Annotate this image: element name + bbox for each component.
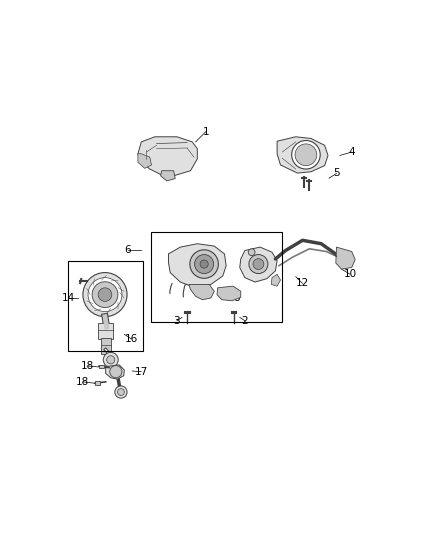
Text: 4: 4: [349, 147, 355, 157]
Text: 5: 5: [333, 168, 340, 179]
Bar: [101, 338, 111, 354]
Circle shape: [117, 389, 124, 395]
Polygon shape: [138, 137, 197, 176]
Bar: [95, 381, 100, 385]
Circle shape: [107, 356, 115, 364]
Text: 18: 18: [80, 361, 94, 371]
Polygon shape: [277, 137, 328, 173]
Circle shape: [249, 255, 268, 273]
Text: 2: 2: [241, 316, 248, 326]
Circle shape: [253, 259, 264, 270]
Text: 15: 15: [94, 285, 107, 295]
Text: 9: 9: [198, 264, 204, 274]
Circle shape: [115, 386, 127, 398]
Text: 17: 17: [134, 367, 148, 377]
Text: 10: 10: [343, 269, 357, 279]
Circle shape: [98, 288, 112, 302]
Text: 16: 16: [124, 334, 138, 344]
Polygon shape: [106, 365, 124, 379]
Circle shape: [103, 352, 118, 367]
Bar: [99, 365, 104, 368]
Bar: [68, 261, 143, 351]
Text: 9: 9: [262, 261, 268, 271]
Circle shape: [190, 250, 219, 278]
Circle shape: [88, 278, 122, 312]
Text: 8: 8: [233, 293, 240, 303]
Circle shape: [194, 255, 214, 273]
Text: 14: 14: [62, 293, 75, 303]
Circle shape: [83, 272, 127, 317]
Polygon shape: [271, 274, 280, 286]
Polygon shape: [161, 171, 175, 181]
Circle shape: [248, 249, 255, 256]
Circle shape: [295, 144, 317, 166]
Circle shape: [110, 366, 122, 378]
Text: 3: 3: [173, 316, 180, 326]
Polygon shape: [217, 286, 241, 301]
Circle shape: [292, 141, 320, 169]
Bar: [98, 324, 113, 339]
Text: 1: 1: [202, 127, 209, 136]
Circle shape: [92, 282, 118, 308]
Circle shape: [200, 260, 208, 268]
Text: 6: 6: [124, 246, 131, 255]
Text: 18: 18: [76, 377, 89, 387]
Polygon shape: [169, 244, 226, 288]
Polygon shape: [336, 247, 355, 269]
Polygon shape: [189, 285, 214, 300]
Text: 12: 12: [296, 278, 309, 288]
Polygon shape: [138, 154, 152, 168]
Text: 7: 7: [245, 261, 251, 271]
Bar: [152, 232, 282, 322]
Polygon shape: [240, 247, 277, 282]
